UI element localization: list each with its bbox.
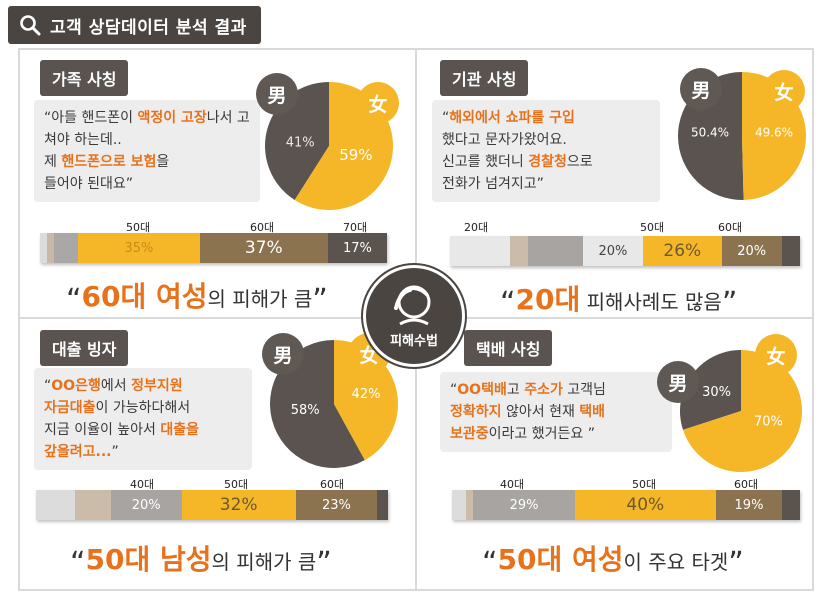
age-label: 60대 bbox=[250, 221, 275, 234]
age-label: 40대 bbox=[130, 478, 155, 491]
pie-label: 59% bbox=[339, 146, 372, 164]
bar-segment-other bbox=[40, 233, 47, 263]
pie-label: 42% bbox=[352, 387, 381, 402]
pie-label: 49.6% bbox=[755, 125, 793, 139]
bar-segment: 23% bbox=[295, 490, 378, 520]
pie-label: 58% bbox=[291, 403, 320, 418]
bar-segment-other bbox=[46, 233, 54, 263]
male-badge: 男 bbox=[680, 68, 722, 110]
female-badge: 女 bbox=[755, 334, 797, 376]
headline-family: “60대 여성의 피해가 큼” bbox=[66, 280, 328, 318]
panel-tag-family: 가족 사칭 bbox=[40, 60, 129, 96]
gender-pie-delivery: 30% 70% bbox=[680, 350, 802, 472]
page-title-tab: 고객 상담데이터 분석 결과 bbox=[8, 6, 261, 44]
headline-agency: “20대 피해사례도 많음” bbox=[500, 283, 738, 321]
method-badge: 피해수법 bbox=[363, 265, 465, 367]
bar-segment-other bbox=[53, 233, 79, 263]
age-bar-agency: 20% 26% 20% bbox=[450, 236, 800, 266]
bar-segment-other bbox=[510, 236, 529, 266]
age-bar-delivery: 29% 40% 19% bbox=[452, 490, 800, 520]
bar-segment: 20% bbox=[582, 236, 644, 266]
bar-segment: 40% bbox=[575, 490, 716, 520]
bar-segment-other bbox=[452, 490, 467, 520]
bar-segment: 37% bbox=[199, 233, 328, 263]
age-label: 50대 bbox=[640, 221, 665, 234]
quote-agency: “해외에서 쇼파를 구입 했다고 문자가왔어요. 신고를 했더니 경찰청으로 전… bbox=[432, 100, 660, 202]
bar-segment-other bbox=[36, 490, 76, 520]
age-label: 20대 bbox=[464, 221, 489, 234]
male-badge: 男 bbox=[262, 333, 304, 375]
bar-segment: 35% bbox=[78, 233, 200, 263]
bar-segment: 20% bbox=[110, 490, 182, 520]
search-icon bbox=[20, 15, 41, 36]
age-bar-family: 35% 37% 17% bbox=[40, 233, 387, 263]
age-label: 60대 bbox=[734, 478, 759, 491]
bar-segment: 17% bbox=[327, 233, 387, 263]
bar-segment-other bbox=[528, 236, 583, 266]
pie-label: 41% bbox=[286, 135, 315, 150]
pie-label: 30% bbox=[702, 385, 731, 400]
page-title: 고객 상담데이터 분석 결과 bbox=[50, 17, 247, 38]
bar-segment-other bbox=[75, 490, 111, 520]
pie-label: 50.4% bbox=[691, 125, 729, 139]
age-label: 60대 bbox=[320, 478, 345, 491]
headline-delivery: “50대 여성이 주요 타겟” bbox=[482, 543, 744, 581]
pie-label: 70% bbox=[754, 414, 783, 429]
age-label: 50대 bbox=[224, 478, 249, 491]
bar-segment-other bbox=[450, 236, 511, 266]
bar-segment-other bbox=[466, 490, 474, 520]
male-badge: 男 bbox=[256, 73, 298, 115]
pie-slice-male bbox=[680, 350, 741, 430]
bar-segment: 29% bbox=[473, 490, 575, 520]
worried-person-icon bbox=[394, 285, 431, 326]
bar-segment: 32% bbox=[181, 490, 296, 520]
male-badge: 男 bbox=[657, 361, 699, 403]
headline-loan: “50대 남성의 피해가 큼” bbox=[70, 543, 332, 581]
age-label: 70대 bbox=[343, 221, 368, 234]
bar-segment: 19% bbox=[715, 490, 783, 520]
bar-segment: 20% bbox=[721, 236, 782, 266]
age-label: 50대 bbox=[632, 478, 657, 491]
panel-tag-delivery: 택배 사칭 bbox=[464, 330, 553, 366]
quote-delivery: “OO택배고 주소가 고객님 정확하지 않아서 현재 택배 보관중이라고 했거든… bbox=[440, 372, 672, 452]
age-bar-loan: 20% 32% 23% bbox=[36, 490, 388, 520]
bar-segment-other bbox=[782, 490, 800, 520]
bar-segment-other bbox=[377, 490, 388, 520]
female-badge: 女 bbox=[357, 82, 399, 124]
female-badge: 女 bbox=[763, 70, 805, 112]
pie-slice-female bbox=[682, 350, 802, 472]
age-label: 40대 bbox=[500, 478, 525, 491]
age-label: 60대 bbox=[718, 221, 743, 234]
quote-family: “아들 핸드폰이 액정이 고장나서 고쳐야 하는데.. 제 핸드폰으로 보험을 … bbox=[34, 100, 260, 202]
bar-segment: 26% bbox=[643, 236, 722, 266]
panel-tag-agency: 기관 사칭 bbox=[440, 60, 529, 96]
quote-loan: “OO은행에서 정부지원 자금대출이 가능하다해서 지금 이율이 높아서 대출을… bbox=[34, 368, 252, 470]
method-label: 피해수법 bbox=[390, 334, 438, 349]
bar-segment-other bbox=[781, 236, 800, 266]
panel-tag-loan: 대출 빙자 bbox=[40, 330, 129, 366]
age-label: 50대 bbox=[126, 221, 151, 234]
